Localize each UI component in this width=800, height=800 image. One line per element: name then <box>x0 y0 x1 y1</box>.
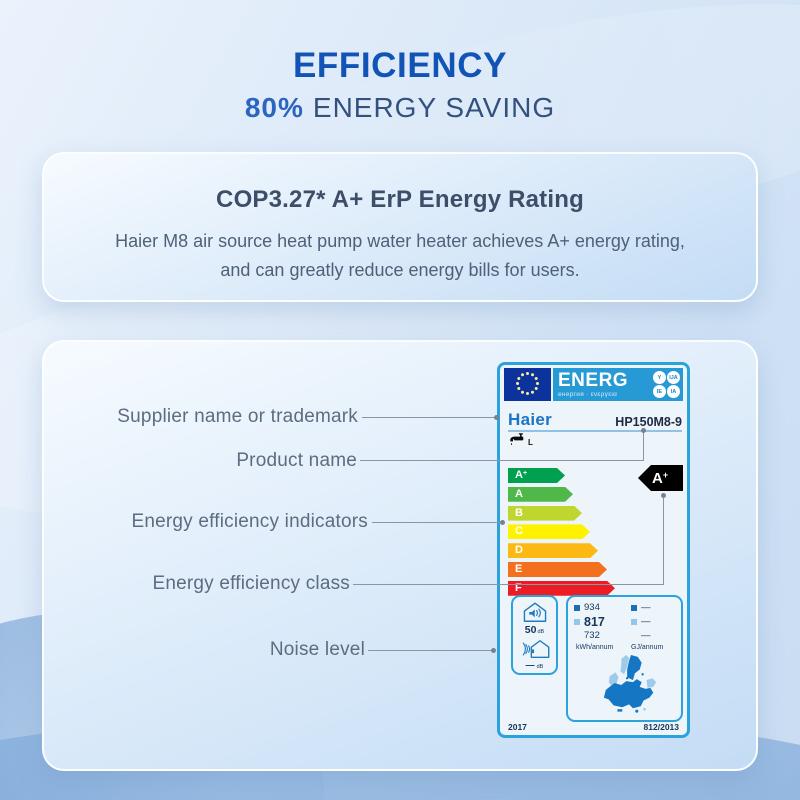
legend-square-dark <box>631 604 637 611</box>
annotation-dot-supplier <box>494 415 499 420</box>
energ-banner: ENERG енергия · ενεργεια Y IJA IE IA <box>553 368 683 401</box>
energy-bar-c: C <box>508 524 590 539</box>
consumption-units: kWh/annum GJ/annum <box>574 644 675 651</box>
product-model: HP150M8-9 <box>615 414 682 429</box>
eu-energy-label: ENERG енергия · ενεργεια Y IJA IE IA Hai… <box>497 362 690 738</box>
page-title: EFFICIENCY <box>292 46 508 85</box>
rating-class: A <box>652 469 663 487</box>
noise-outdoor-house-icon <box>522 639 549 658</box>
label-year: 2017 <box>508 722 527 732</box>
annotation-line-supplier <box>362 417 495 418</box>
unit-gj: GJ/annum <box>631 643 664 651</box>
noise-db-unit: dB <box>537 629 545 635</box>
energy-bar-a: A <box>508 487 573 502</box>
subtitle-percentage: 80% <box>244 92 304 123</box>
brand-model-row: Haier HP150M8-9 <box>508 409 682 432</box>
cop-card-body: Haier M8 air source heat pump water heat… <box>44 227 756 285</box>
energy-bar-e: E <box>508 562 607 577</box>
annotation-dot-class <box>661 493 666 498</box>
eu-flag-icon <box>504 368 551 401</box>
annotation-efficiency-class: Energy efficiency class <box>152 573 350 594</box>
noise-speaker-house-icon <box>523 602 546 622</box>
eu-map <box>603 654 657 713</box>
annotation-line-indicators <box>372 522 501 523</box>
noise-db2: — <box>525 659 535 670</box>
supplier-brand: Haier <box>508 410 553 429</box>
annotation-dot-indicators <box>500 520 505 525</box>
annotation-line-noise <box>368 650 493 651</box>
consumption-row: 934 — <box>574 603 675 613</box>
annotation-efficiency-indicators: Energy efficiency indicators <box>131 511 368 532</box>
load-profile-row: L <box>508 433 533 447</box>
energy-bar-a+: A + <box>508 468 565 483</box>
consumption-value: 817 <box>584 614 605 629</box>
annotation-product-name: Product name <box>236 450 357 471</box>
noise-db2-unit: dB <box>536 663 544 670</box>
efficiency-scale: A + A B C D E F <box>508 468 615 600</box>
noise-value: 50dB <box>525 625 544 636</box>
language-badge: IA <box>667 385 680 398</box>
annotation-supplier-name: Supplier name or trademark <box>117 406 358 427</box>
noise-db: 50 <box>524 624 537 636</box>
cop-card-heading: COP3.27* A+ ErP Energy Rating <box>216 186 584 213</box>
annotation-line-class <box>663 498 664 585</box>
language-badge: IJA <box>667 371 680 384</box>
energy-bar-d: D <box>508 543 598 558</box>
language-badge: Y <box>653 371 666 384</box>
annotation-dot-product <box>641 428 646 433</box>
label-regulation: 812/2013 <box>643 722 679 732</box>
consumption-value: 934 <box>584 602 600 613</box>
language-badge: IE <box>653 385 666 398</box>
subtitle-text: ENERGY SAVING <box>312 92 556 123</box>
unit-kwh: kWh/annum <box>576 643 614 651</box>
rating-arrow: A + <box>638 465 683 491</box>
consumption-value: — <box>641 616 651 627</box>
consumption-value: — <box>641 630 651 641</box>
page-subtitle: 80% ENERGY SAVING <box>0 92 800 124</box>
consumption-row: 732 — <box>574 631 675 641</box>
annotation-line-product <box>643 432 644 461</box>
annotation-line-class <box>353 584 663 585</box>
cop-rating-card: COP3.27* A+ ErP Energy Rating Haier M8 a… <box>42 152 758 302</box>
consumption-box: 934 — 817 — 732 — kWh/annum GJ/annum <box>566 595 683 722</box>
consumption-value: 732 <box>584 630 600 641</box>
cop-body-line1: Haier M8 air source heat pump water heat… <box>115 231 685 251</box>
rating-class-plus: + <box>662 469 669 480</box>
hero-section: EFFICIENCY 80% ENERGY SAVING <box>0 46 800 124</box>
annotation-line-product <box>360 460 643 461</box>
consumption-value: — <box>641 602 651 613</box>
legend-square-light <box>574 618 580 625</box>
energy-bar-b: B <box>508 506 582 521</box>
energ-word: ENERG <box>558 370 629 391</box>
legend-square-dark <box>574 604 580 611</box>
load-profile-letter: L <box>528 438 533 447</box>
annotation-dot-noise <box>491 648 496 653</box>
consumption-row: 817 — <box>574 614 675 629</box>
noise-value-secondary: — dB <box>525 659 544 671</box>
noise-box: 50dB — dB <box>511 595 558 675</box>
annotation-noise-level: Noise level <box>269 639 365 660</box>
energ-subtitle: енергия · ενεργεια <box>558 391 618 398</box>
cop-body-line2: and can greatly reduce energy bills for … <box>220 259 580 280</box>
tap-icon <box>510 433 524 446</box>
label-header-band: ENERG енергия · ενεργεια Y IJA IE IA <box>504 368 683 401</box>
legend-square-light <box>631 618 637 625</box>
energy-language-badges: Y IJA IE IA <box>653 371 680 398</box>
